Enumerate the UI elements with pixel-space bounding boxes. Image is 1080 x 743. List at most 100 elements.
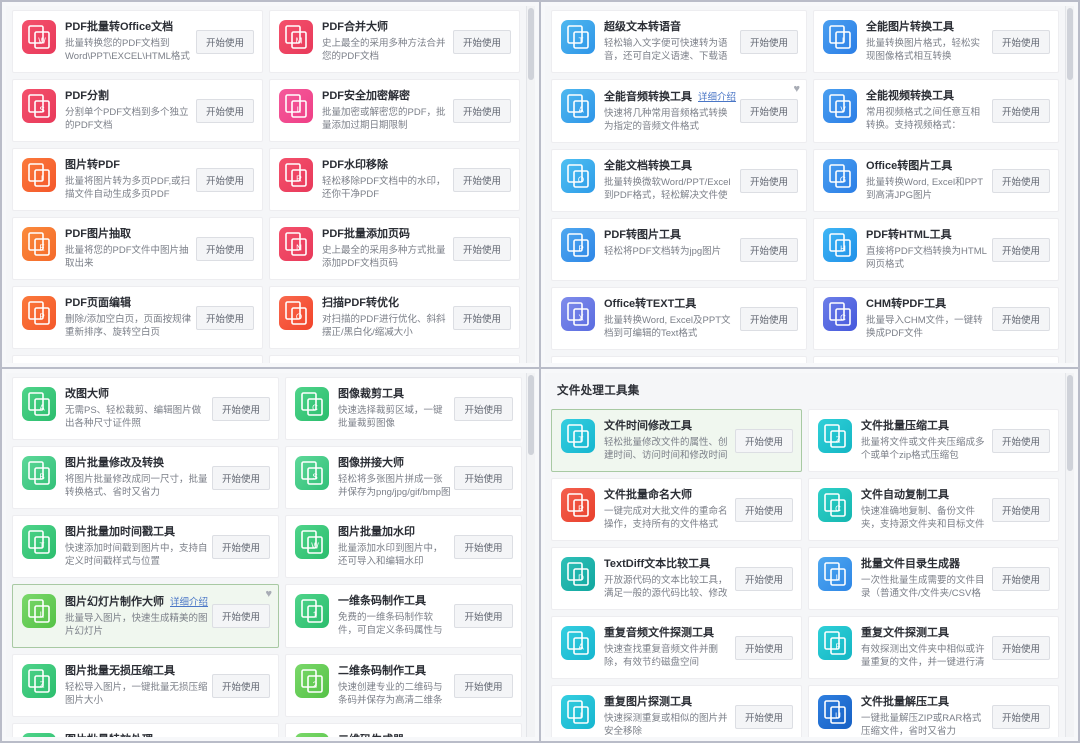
start-use-button[interactable]: 开始使用: [734, 635, 793, 660]
start-use-button[interactable]: 开始使用: [212, 604, 271, 628]
start-use-button[interactable]: 开始使用: [454, 465, 513, 490]
start-use-button[interactable]: 开始使用: [454, 534, 513, 559]
tool-card[interactable]: F 重复文件探测工具有效探测出文件夹中相似或许量重复的文件，并一键进行清理操作开始…: [808, 616, 1059, 679]
pdf-scrollbar-thumb[interactable]: [528, 8, 534, 80]
start-use-button[interactable]: 开始使用: [195, 29, 254, 54]
start-use-button[interactable]: 开始使用: [454, 396, 513, 421]
tool-card[interactable]: M PDF合并大师 史上最全的采用多种方法合并您的PDF文档 开始使用: [269, 10, 520, 73]
tool-card[interactable]: B 图片批量修改及转换 将图片批量修改成同一尺寸，批量转换格式、省时又省力 开始使用: [12, 446, 280, 509]
tool-card[interactable]: O 扫描PDF转优化 对扫描的PDF进行优化、斜斜摆正/黑白化/缩减大小 开始使用: [269, 286, 520, 349]
tool-card[interactable]: DDICOM图片批量转换工具批量导入DICOM图片，快速转换为png图片格式开始…: [551, 356, 808, 363]
tool-card[interactable]: X Office转TEXT工具 批量转换Word, Excel及PPT文档到可编辑的…: [551, 287, 808, 350]
start-use-button[interactable]: 开始使用: [212, 534, 271, 559]
tool-card[interactable]: SPDF批量转SWF工具快速将PDF文件转换为SWF格式文件，并保留原有布局与格…: [813, 356, 1059, 363]
tool-card[interactable]: D TextDiff文本比较工具 开放源代码的文本比较工具，满足一般的源代码比较、修…: [551, 547, 802, 610]
start-use-button[interactable]: 开始使用: [452, 98, 511, 123]
convert-scrollbar[interactable]: [1065, 6, 1074, 363]
tool-card[interactable]: A 重复音频文件探测工具 快速查找重复音频文件并删除，有效节约磁盘空间 开始使用: [551, 616, 802, 679]
start-use-button[interactable]: 开始使用: [195, 167, 254, 192]
start-use-button[interactable]: 开始使用: [212, 465, 271, 490]
tool-card[interactable]: A 改图大师 无需PS、轻松裁剪、编辑图片做出各种尺寸证件照 开始使用: [12, 377, 280, 440]
tool-card[interactable]: 2 二维条码制作工具快速创建专业的二维码与条码并保存为高清二维条码图片开始使用: [285, 654, 522, 717]
heart-icon[interactable]: ♥: [793, 83, 801, 95]
pdf-scrollbar[interactable]: [526, 6, 535, 363]
tool-card[interactable]: F图片批量特效处理批量添加滤镜、模糊、黑白特效，还可轻松调整大小与编辑图片开始使…: [12, 723, 280, 737]
start-use-button[interactable]: 开始使用: [734, 566, 793, 591]
start-use-button[interactable]: 开始使用: [991, 428, 1050, 453]
tool-card[interactable]: O 全能文档转换工具 批量转换微软Word/PPT/Excel到PDF格式，轻松解决…: [551, 149, 808, 212]
start-use-button[interactable]: 开始使用: [740, 168, 799, 193]
tool-card[interactable]: P PDF页面编辑 删除/添加空白页，页面按规律重新排序、旋转空白页 开始使用: [12, 286, 263, 349]
tool-card[interactable]: N PDF批量添加页码 史上最全的采用多种方式批量添加PDF文档页码 开始使用: [269, 217, 520, 280]
start-use-button[interactable]: 开始使用: [991, 566, 1050, 591]
start-use-button[interactable]: 开始使用: [452, 305, 511, 330]
start-use-button[interactable]: 开始使用: [454, 604, 513, 628]
tool-card[interactable]: L PDF安全加密解密 批量加密或解密您的PDF，批量添加过期日期限制 开始使用: [269, 79, 520, 142]
tool-card-description: 分割单个PDF文档到多个独立的PDF文档: [65, 107, 189, 131]
tool-card[interactable]: R 文件批量命名大师 一键完成对大批文件的重命名操作，支持所有的文件格式 开始使用: [551, 478, 802, 541]
start-use-button[interactable]: 开始使用: [452, 236, 511, 261]
tool-card-title: 一维条码制作工具: [338, 595, 427, 607]
start-use-button[interactable]: 开始使用: [991, 635, 1050, 660]
start-use-button[interactable]: 开始使用: [991, 99, 1050, 123]
heart-icon[interactable]: ♥: [265, 588, 273, 600]
tool-card[interactable]: S 图像拼接大师轻松将多张图片拼成一张并保存为png/jpg/gif/bmp图片格…: [285, 446, 522, 509]
tool-card[interactable]: W 图片批量加水印 批量添加水印到图片中，还可导入和编辑水印 开始使用: [285, 515, 522, 578]
start-use-button[interactable]: 开始使用: [740, 306, 799, 331]
tool-card[interactable]: L 批量文件目录生成器一次性批量生成需要的文件目录（普通文件/文件夹/CSV格式文…: [808, 547, 1059, 610]
tool-card[interactable]: R PDF水印移除 轻松移除PDF文档中的水印，还你干净PDF 开始使用: [269, 148, 520, 211]
start-use-button[interactable]: 开始使用: [195, 98, 254, 123]
tool-card[interactable]: I 图片转PDF 批量将图片转为多页PDF,或扫描文件自动生成多页PDF 开始使用: [12, 148, 263, 211]
start-use-button[interactable]: 开始使用: [991, 29, 1050, 54]
convert-scrollbar-thumb[interactable]: [1067, 8, 1073, 80]
detail-link[interactable]: 详细介绍: [170, 597, 209, 608]
tool-card[interactable]: Z 图片批量无损压缩工具 轻松导入图片，一键批量无损压缩图片大小 开始使用: [12, 654, 280, 717]
image-scrollbar-thumb[interactable]: [528, 375, 534, 455]
file-scrollbar[interactable]: [1065, 373, 1074, 737]
tool-card[interactable]: E PDF图片抽取 批量将您的PDF文件中图片抽取出来 开始使用: [12, 217, 263, 280]
start-use-button[interactable]: 开始使用: [195, 305, 254, 330]
tool-card[interactable]: DPDF页面分割将一个PDF页面分割成任意多个页面开始使用: [12, 355, 263, 363]
start-use-button[interactable]: 开始使用: [991, 168, 1050, 193]
start-use-button[interactable]: 开始使用: [212, 673, 271, 698]
start-use-button[interactable]: 开始使用: [734, 704, 793, 729]
tool-card[interactable]: W PDF批量转Office文档 批量转换您的PDF文档到Word\PPT\EXCE…: [12, 10, 263, 73]
tool-card[interactable]: T 文件时间修改工具 轻松批量修改文件的属性、创建时间、访问时间和修改时间 开始使用: [551, 409, 802, 472]
tool-card[interactable]: U 文件批量解压工具 一键批量解压ZIP或RAR格式压缩文件，省时又省力 开始使用: [808, 685, 1059, 737]
start-use-button[interactable]: 开始使用: [452, 167, 511, 192]
start-use-button[interactable]: 开始使用: [740, 99, 799, 123]
tool-card[interactable]: Q二维码生成器将信息输入二维码生成器便可生成高清bmp二维码图片开始使用: [285, 723, 522, 737]
tool-card[interactable]: C CHM转PDF工具 批量导入CHM文件，一键转换成PDF文件 开始使用: [813, 287, 1059, 350]
tool-card[interactable]: A 全能音频转换工具 详细介绍 快速将几种常用音频格式转换为指定的音频文件格式 开始使用…: [551, 79, 808, 143]
tool-card[interactable]: C 图像裁剪工具 快速选择裁剪区域，一键批量裁剪图像 开始使用: [285, 377, 522, 440]
start-use-button[interactable]: 开始使用: [452, 29, 511, 54]
start-use-button[interactable]: 开始使用: [991, 704, 1050, 729]
tool-card[interactable]: L 图片幻灯片制作大师 详细介绍 批量导入图片，快速生成精美的图片幻灯片 开始使用 ♥: [12, 584, 280, 648]
tool-card[interactable]: V 全能视频转换工具常用视频格式之间任意互相转换。支持视频格式：MP4/FLV/S…: [813, 79, 1059, 143]
detail-link[interactable]: 详细介绍: [698, 92, 737, 103]
tool-card[interactable]: S PDF分割 分割单个PDF文档到多个独立的PDF文档 开始使用: [12, 79, 263, 142]
start-use-button[interactable]: 开始使用: [734, 497, 793, 522]
tool-card[interactable]: I 全能图片转换工具 批量转换图片格式，轻松实现图像格式相互转换 开始使用: [813, 10, 1059, 73]
tool-card[interactable]: I 重复图片探测工具 快速探测重复或相似的图片并安全移除 开始使用: [551, 685, 802, 737]
tool-card[interactable]: CPDF页面修剪史上最全的PDF页面去边框、去白边修正工具开始使用: [269, 355, 520, 363]
start-use-button[interactable]: 开始使用: [734, 428, 793, 453]
start-use-button[interactable]: 开始使用: [991, 306, 1050, 331]
start-use-button[interactable]: 开始使用: [991, 237, 1050, 262]
tool-card[interactable]: H PDF转HTML工具 直接将PDF文档转换为HTML网页格式 开始使用: [813, 218, 1059, 281]
start-use-button[interactable]: 开始使用: [740, 237, 799, 262]
tool-card[interactable]: G Office转图片工具 批量转换Word, Excel和PPT到高清JPG图片开…: [813, 149, 1059, 212]
start-use-button[interactable]: 开始使用: [195, 236, 254, 261]
start-use-button[interactable]: 开始使用: [991, 497, 1050, 522]
tool-card[interactable]: Z 文件批量压缩工具 批量将文件或文件夹压缩成多个或单个zip格式压缩包 开始使用: [808, 409, 1059, 472]
tool-card[interactable]: P PDF转图片工具 轻松将PDF文档转为jpg图片 开始使用: [551, 218, 808, 281]
tool-card[interactable]: T 图片批量加时间戳工具 快速添加时间戳到图片中，支持自定义时间戳样式与位置 开始使用: [12, 515, 280, 578]
start-use-button[interactable]: 开始使用: [740, 29, 799, 54]
start-use-button[interactable]: 开始使用: [454, 673, 513, 698]
image-scrollbar[interactable]: [526, 373, 535, 737]
start-use-button[interactable]: 开始使用: [212, 396, 271, 421]
file-scrollbar-thumb[interactable]: [1067, 375, 1073, 471]
